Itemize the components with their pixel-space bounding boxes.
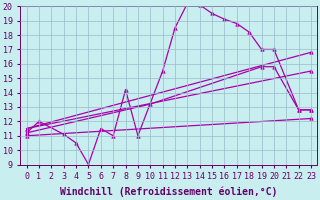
X-axis label: Windchill (Refroidissement éolien,°C): Windchill (Refroidissement éolien,°C)	[60, 187, 277, 197]
